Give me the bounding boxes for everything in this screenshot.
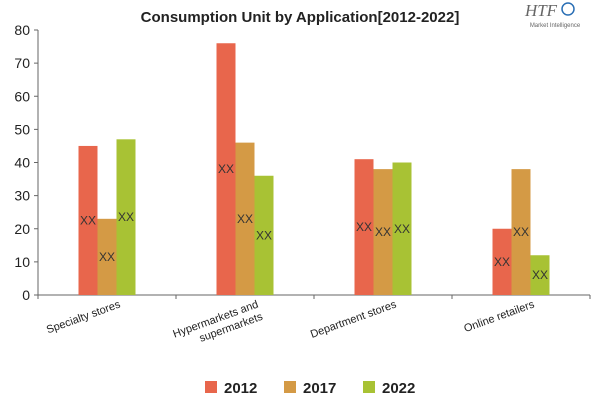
legend-swatch-2012 xyxy=(205,381,217,393)
legend-label: 2017 xyxy=(303,380,336,397)
bars xyxy=(78,43,550,295)
logo-text: HTF xyxy=(524,1,558,20)
bar-2017 xyxy=(373,169,393,295)
x-category-label-line: Online retailers xyxy=(462,298,536,335)
legend-swatch-2017 xyxy=(284,381,296,393)
bar-2012 xyxy=(216,43,236,295)
logo: HTF Market Intelligence xyxy=(524,1,581,29)
data-label: XX xyxy=(356,220,372,234)
legend-label: 2022 xyxy=(382,380,415,397)
bar-2017 xyxy=(97,218,117,295)
legend-swatch-2022 xyxy=(363,381,375,393)
logo-subtext: Market Intelligence xyxy=(530,23,581,29)
bar-2017 xyxy=(511,169,531,295)
bar-2022 xyxy=(116,139,136,295)
bar-2022 xyxy=(254,175,274,295)
bar-2012 xyxy=(492,228,512,295)
bar-2017 xyxy=(235,142,255,295)
y-tick-label: 20 xyxy=(14,221,30,237)
y-tick-label: 10 xyxy=(14,254,30,270)
data-label: XX xyxy=(494,255,510,269)
data-label: XX xyxy=(237,212,253,226)
y-tick-label: 60 xyxy=(14,88,30,104)
x-category-label-line: Specialty stores xyxy=(45,298,123,336)
x-category-label: Hypermarkets andsupermarkets xyxy=(171,298,264,352)
data-label: XX xyxy=(118,210,134,224)
y-tick-label: 50 xyxy=(14,121,30,137)
legend: 2012 2017 2022 xyxy=(205,380,415,397)
data-label: XX xyxy=(532,268,548,282)
x-category-label: Online retailers xyxy=(462,298,536,335)
data-label: XX xyxy=(256,228,272,242)
globe-icon xyxy=(561,2,575,16)
bar-2012 xyxy=(78,145,98,295)
data-label: XX xyxy=(80,213,96,227)
x-axis: Specialty stores Hypermarkets andsupermar… xyxy=(37,294,591,352)
legend-label: 2012 xyxy=(224,380,257,397)
data-label: XX xyxy=(375,225,391,239)
x-category-label: Department stores xyxy=(309,298,399,340)
data-label: XX xyxy=(99,250,115,264)
y-axis: 0 10 20 30 40 50 60 70 80 xyxy=(14,22,39,303)
bar-2012 xyxy=(354,159,374,295)
y-tick-label: 0 xyxy=(22,287,30,303)
x-category-label: Specialty stores xyxy=(45,298,123,336)
y-tick-label: 70 xyxy=(14,55,30,71)
chart-title: Consumption Unit by Application[2012-202… xyxy=(141,9,460,26)
bar-2022 xyxy=(392,162,412,295)
data-label: XX xyxy=(513,225,529,239)
x-category-label-line: Department stores xyxy=(309,298,399,340)
data-label: XX xyxy=(218,162,234,176)
bar-2022 xyxy=(530,255,550,295)
data-label: XX xyxy=(394,222,410,236)
y-tick-label: 30 xyxy=(14,188,30,204)
y-tick-label: 40 xyxy=(14,155,30,171)
y-tick-label: 80 xyxy=(14,22,30,38)
